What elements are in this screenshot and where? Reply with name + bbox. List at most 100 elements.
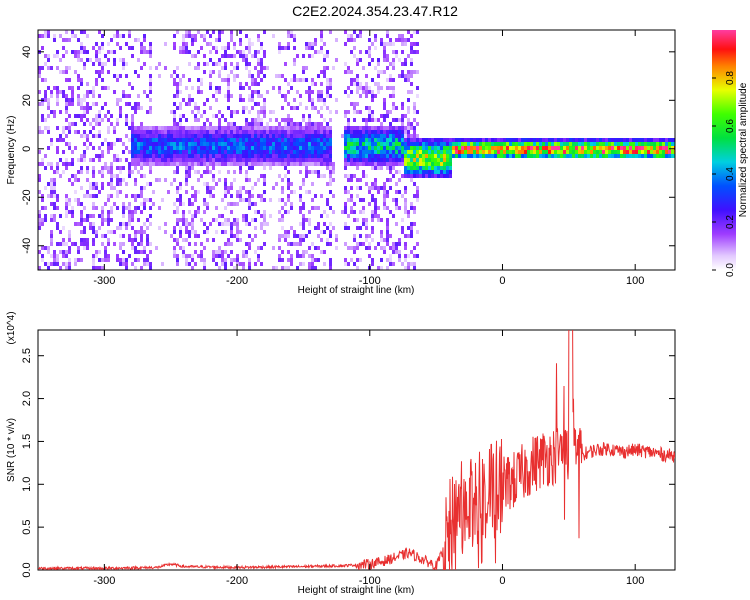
heatmap-cell xyxy=(365,122,368,126)
heatmap-cell xyxy=(599,138,602,142)
heatmap-cell xyxy=(386,138,389,142)
heatmap-cell xyxy=(254,130,257,134)
heatmap-cell xyxy=(179,134,182,138)
heatmap-cell xyxy=(293,38,296,42)
heatmap-cell xyxy=(320,130,323,134)
heatmap-cell xyxy=(260,134,263,138)
heatmap-cell xyxy=(248,62,251,66)
heatmap-cell xyxy=(224,138,227,142)
heatmap-cell xyxy=(62,242,65,246)
heatmap-cell xyxy=(194,130,197,134)
heatmap-cell xyxy=(275,146,278,150)
heatmap-cell xyxy=(221,114,224,118)
heatmap-cell xyxy=(455,146,458,150)
heatmap-cell xyxy=(623,142,626,146)
heatmap-cell xyxy=(266,66,269,70)
heatmap-cell xyxy=(359,242,362,246)
heatmap-cell xyxy=(92,258,95,262)
heatmap-cell xyxy=(185,162,188,166)
heatmap-cell xyxy=(146,198,149,202)
heatmap-cell xyxy=(416,122,419,126)
heatmap-cell xyxy=(245,126,248,130)
heatmap-cell xyxy=(530,146,533,150)
heatmap-cell xyxy=(98,118,101,122)
heatmap-cell xyxy=(299,238,302,242)
heatmap-cell xyxy=(602,146,605,150)
heatmap-cell xyxy=(230,94,233,98)
heatmap-cell xyxy=(320,94,323,98)
heatmap-cell xyxy=(188,158,191,162)
heatmap-cell xyxy=(551,154,554,158)
heatmap-cell xyxy=(239,50,242,54)
heatmap-cell xyxy=(149,130,152,134)
heatmap-cell xyxy=(311,182,314,186)
heatmap-cell xyxy=(71,242,74,246)
heatmap-cell xyxy=(203,262,206,266)
heatmap-cell xyxy=(194,138,197,142)
heatmap-cell xyxy=(119,74,122,78)
heatmap-cell xyxy=(164,150,167,154)
heatmap-cell xyxy=(239,86,242,90)
heatmap-cell xyxy=(395,134,398,138)
heatmap-cell xyxy=(146,182,149,186)
heatmap-cell xyxy=(419,162,422,166)
heatmap-cell xyxy=(209,162,212,166)
heatmap-cell xyxy=(320,214,323,218)
heatmap-cell xyxy=(134,258,137,262)
heatmap-cell xyxy=(383,146,386,150)
heatmap-cell xyxy=(68,262,71,266)
heatmap-cell xyxy=(65,110,68,114)
heatmap-cell xyxy=(245,190,248,194)
heatmap-cell xyxy=(365,218,368,222)
heatmap-cell xyxy=(593,154,596,158)
heatmap-cell xyxy=(311,134,314,138)
heatmap-cell xyxy=(146,126,149,130)
heatmap-cell xyxy=(374,66,377,70)
heatmap-cell xyxy=(185,170,188,174)
heatmap-cell xyxy=(176,146,179,150)
heatmap-cell xyxy=(359,30,362,34)
heatmap-cell xyxy=(170,134,173,138)
heatmap-cell xyxy=(263,134,266,138)
heatmap-cell xyxy=(398,254,401,258)
heatmap-cell xyxy=(350,50,353,54)
heatmap-cell xyxy=(416,42,419,46)
heatmap-cell xyxy=(320,82,323,86)
heatmap-cell xyxy=(173,178,176,182)
heatmap-cell xyxy=(62,226,65,230)
heatmap-cell xyxy=(392,158,395,162)
heatmap-cell xyxy=(233,258,236,262)
heatmap-cell xyxy=(233,78,236,82)
heatmap-cell xyxy=(227,138,230,142)
heatmap-cell xyxy=(374,198,377,202)
heatmap-cell xyxy=(170,162,173,166)
heatmap-cell xyxy=(122,66,125,70)
heatmap-cell xyxy=(323,142,326,146)
x-tick-label: 0 xyxy=(499,575,505,587)
heatmap-cell xyxy=(464,150,467,154)
heatmap-cell xyxy=(290,206,293,210)
heatmap-cell xyxy=(209,158,212,162)
heatmap-cell xyxy=(344,174,347,178)
heatmap-cell xyxy=(359,130,362,134)
heatmap-cell xyxy=(389,158,392,162)
heatmap-cell xyxy=(41,222,44,226)
heatmap-cell xyxy=(371,258,374,262)
heatmap-cell xyxy=(47,34,50,38)
heatmap-cell xyxy=(329,82,332,86)
heatmap-cell xyxy=(296,122,299,126)
heatmap-cell xyxy=(176,66,179,70)
heatmap-cell xyxy=(53,206,56,210)
heatmap-cell xyxy=(215,254,218,258)
heatmap-cell xyxy=(65,162,68,166)
heatmap-cell xyxy=(308,122,311,126)
heatmap-cell xyxy=(140,106,143,110)
heatmap-cell xyxy=(266,222,269,226)
heatmap-cell xyxy=(80,102,83,106)
heatmap-cell xyxy=(344,158,347,162)
heatmap-cell xyxy=(314,246,317,250)
heatmap-cell xyxy=(239,162,242,166)
heatmap-cell xyxy=(317,226,320,230)
heatmap-cell xyxy=(194,118,197,122)
heatmap-cell xyxy=(383,162,386,166)
